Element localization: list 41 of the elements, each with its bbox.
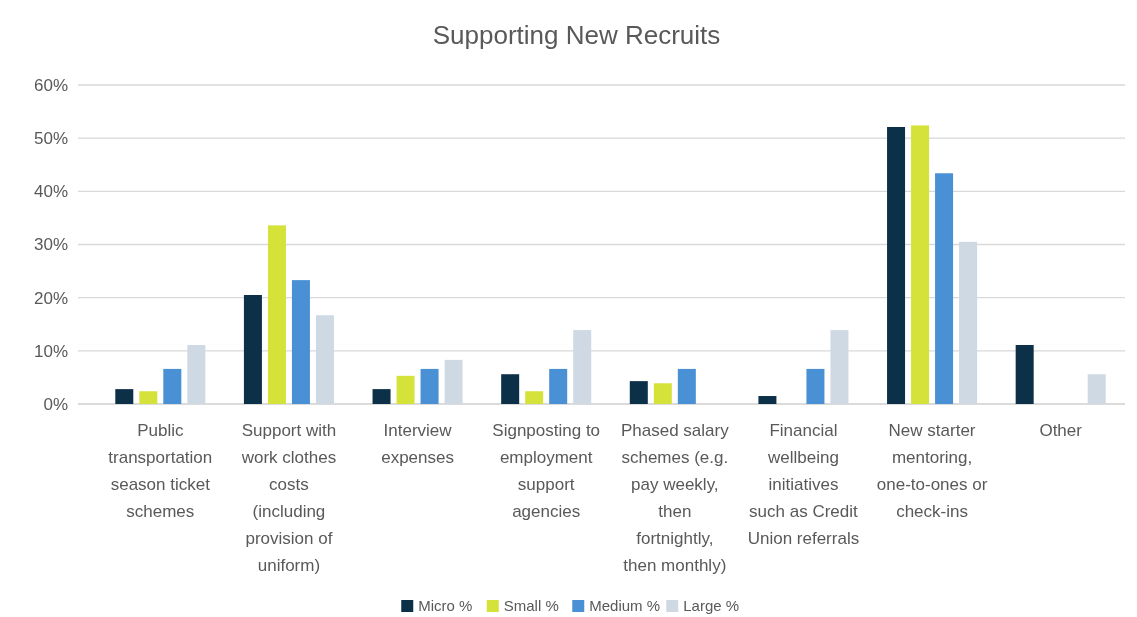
bar [139, 391, 158, 404]
bar [911, 125, 930, 404]
bar [629, 381, 648, 404]
bar [291, 280, 310, 404]
bar [115, 389, 134, 404]
x-tick-label: Support with work clothes costs (including provision of uniform) [240, 421, 337, 575]
x-tick-label: Signposting to employment support agencies [492, 421, 601, 521]
legend-label: Micro % [418, 597, 473, 614]
bar [372, 389, 391, 404]
bar [420, 368, 439, 404]
legend-label: Large % [683, 597, 740, 614]
legend-label: Medium % [589, 597, 661, 614]
chart-title: Supporting New Recruits [432, 20, 721, 50]
x-tick-label: New starter mentoring, one-to-ones or check-ins [876, 421, 988, 521]
y-tick-label: 60% [33, 75, 68, 95]
bar [1015, 344, 1034, 404]
bar [163, 368, 182, 404]
bar [267, 225, 286, 404]
legend-label: Small % [503, 597, 559, 614]
bar [677, 368, 696, 404]
bar [887, 127, 906, 404]
bar [396, 375, 415, 404]
bar [758, 396, 777, 404]
y-tick-label: 20% [33, 288, 68, 308]
bar [806, 368, 825, 404]
x-tick-label: Other [1039, 421, 1083, 440]
y-tick-label: 50% [33, 129, 68, 149]
bar [935, 173, 954, 404]
bar [525, 391, 544, 404]
x-tick-label: Phased salary schemes (e.g. pay weekly, then fortnightly, then monthly) [620, 421, 730, 575]
x-tick-label: Public transportation season ticket schemes [108, 421, 213, 521]
bar [653, 383, 672, 404]
x-tick-label: Interview expenses [381, 421, 454, 467]
y-tick-label: 30% [33, 235, 68, 255]
y-tick-label: 10% [33, 341, 68, 361]
x-tick-label: Financial wellbeing initiatives such as Credit Union referrals [747, 421, 860, 548]
y-tick-label: 40% [33, 182, 68, 202]
bar [549, 368, 568, 404]
y-tick-label: 0% [43, 394, 68, 414]
bar [501, 374, 520, 404]
bar [243, 295, 262, 404]
